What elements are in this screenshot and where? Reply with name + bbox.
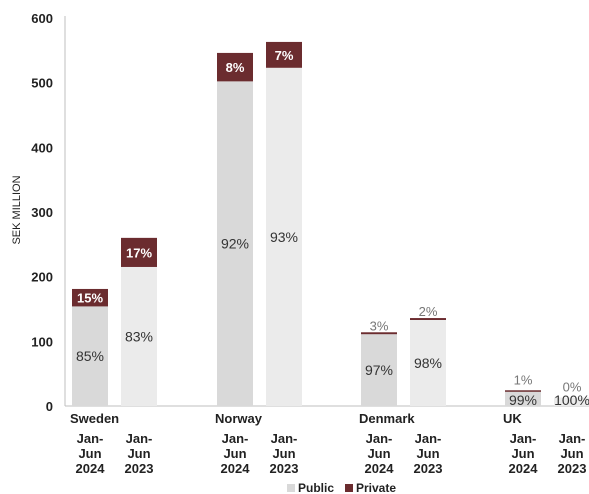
group-label: Norway xyxy=(215,411,263,426)
period-label: Jan- xyxy=(271,431,298,446)
y-tick-label: 0 xyxy=(46,399,53,414)
bar-segment-public xyxy=(121,266,157,406)
period-label: Jun xyxy=(78,446,101,461)
bar-segment-public xyxy=(217,81,253,406)
data-label-private: 1% xyxy=(514,372,533,387)
bar-segment-public xyxy=(361,334,397,406)
category-labels: SwedenJan-Jun2024Jan-Jun2023NorwayJan-Ju… xyxy=(70,411,586,476)
legend-swatch xyxy=(287,484,295,492)
axes: 0 100 200 300 400 500 600 xyxy=(31,11,589,414)
data-label-private: 7% xyxy=(275,48,294,63)
bar-segment-private xyxy=(217,52,253,82)
data-label-private: 2% xyxy=(419,304,438,319)
period-label: Jan- xyxy=(559,431,586,446)
data-label-private: 0% xyxy=(563,380,582,395)
bar-segment-public xyxy=(505,390,541,406)
bar-segment-public xyxy=(410,319,446,406)
legend-label: Private xyxy=(356,481,396,494)
y-tick-label: 500 xyxy=(31,76,53,91)
period-label: Jan- xyxy=(415,431,442,446)
period-label: Jan- xyxy=(77,431,104,446)
y-tick-label: 600 xyxy=(31,11,53,26)
period-label: 2024 xyxy=(365,461,395,476)
period-label: Jan- xyxy=(222,431,249,446)
period-label: Jan- xyxy=(126,431,153,446)
period-label: Jun xyxy=(416,446,439,461)
bar-segment-public xyxy=(266,67,302,406)
y-tick-label: 100 xyxy=(31,334,53,349)
period-label: Jan- xyxy=(510,431,537,446)
period-label: 2023 xyxy=(414,461,443,476)
data-label-private: 15% xyxy=(77,291,103,306)
period-label: 2023 xyxy=(125,461,154,476)
period-label: Jun xyxy=(560,446,583,461)
data-label-private: 8% xyxy=(226,60,245,75)
y-tick-label: 200 xyxy=(31,270,53,285)
bar-segment-public xyxy=(554,397,589,406)
group-label: Sweden xyxy=(70,411,119,426)
y-tick-label: 400 xyxy=(31,140,53,155)
period-label: 2024 xyxy=(509,461,539,476)
y-tick-label: 300 xyxy=(31,205,53,220)
bar-segment-public xyxy=(72,306,108,406)
period-label: 2023 xyxy=(558,461,587,476)
legend: Public Private xyxy=(287,481,396,494)
period-label: Jun xyxy=(272,446,295,461)
period-label: Jun xyxy=(511,446,534,461)
legend-label: Public xyxy=(298,481,334,494)
data-label-private: 17% xyxy=(126,245,152,260)
bar-segment-private xyxy=(361,332,397,335)
period-label: Jan- xyxy=(366,431,393,446)
data-label-public: 97% xyxy=(365,362,393,378)
data-label-public: 92% xyxy=(221,236,249,252)
group-label: Denmark xyxy=(359,411,415,426)
bar-segment-private xyxy=(72,288,108,307)
legend-swatch xyxy=(345,484,353,492)
group-label: UK xyxy=(503,411,522,426)
period-label: Jun xyxy=(127,446,150,461)
period-label: 2023 xyxy=(270,461,299,476)
data-label-public: 83% xyxy=(125,328,153,344)
y-axis-title: SEK MILLION xyxy=(11,175,23,244)
data-label-public: 100% xyxy=(554,392,589,408)
data-label-public: 93% xyxy=(270,229,298,245)
bars: 85% 15% 83% 17% 92% 8% 93% 7% 97% 3% 98% 2% 99% 1% 100… xyxy=(72,41,589,408)
period-label: 2024 xyxy=(76,461,106,476)
data-label-public: 85% xyxy=(76,348,104,364)
bar-segment-private xyxy=(121,237,157,267)
bar-segment-private xyxy=(410,318,446,320)
period-label: 2024 xyxy=(221,461,251,476)
data-label-public: 99% xyxy=(509,392,537,408)
bar-segment-private xyxy=(505,390,541,392)
period-label: Jun xyxy=(223,446,246,461)
bar-segment-private xyxy=(266,41,302,68)
data-label-public: 98% xyxy=(414,355,442,371)
period-label: Jun xyxy=(367,446,390,461)
data-label-private: 3% xyxy=(370,318,389,333)
